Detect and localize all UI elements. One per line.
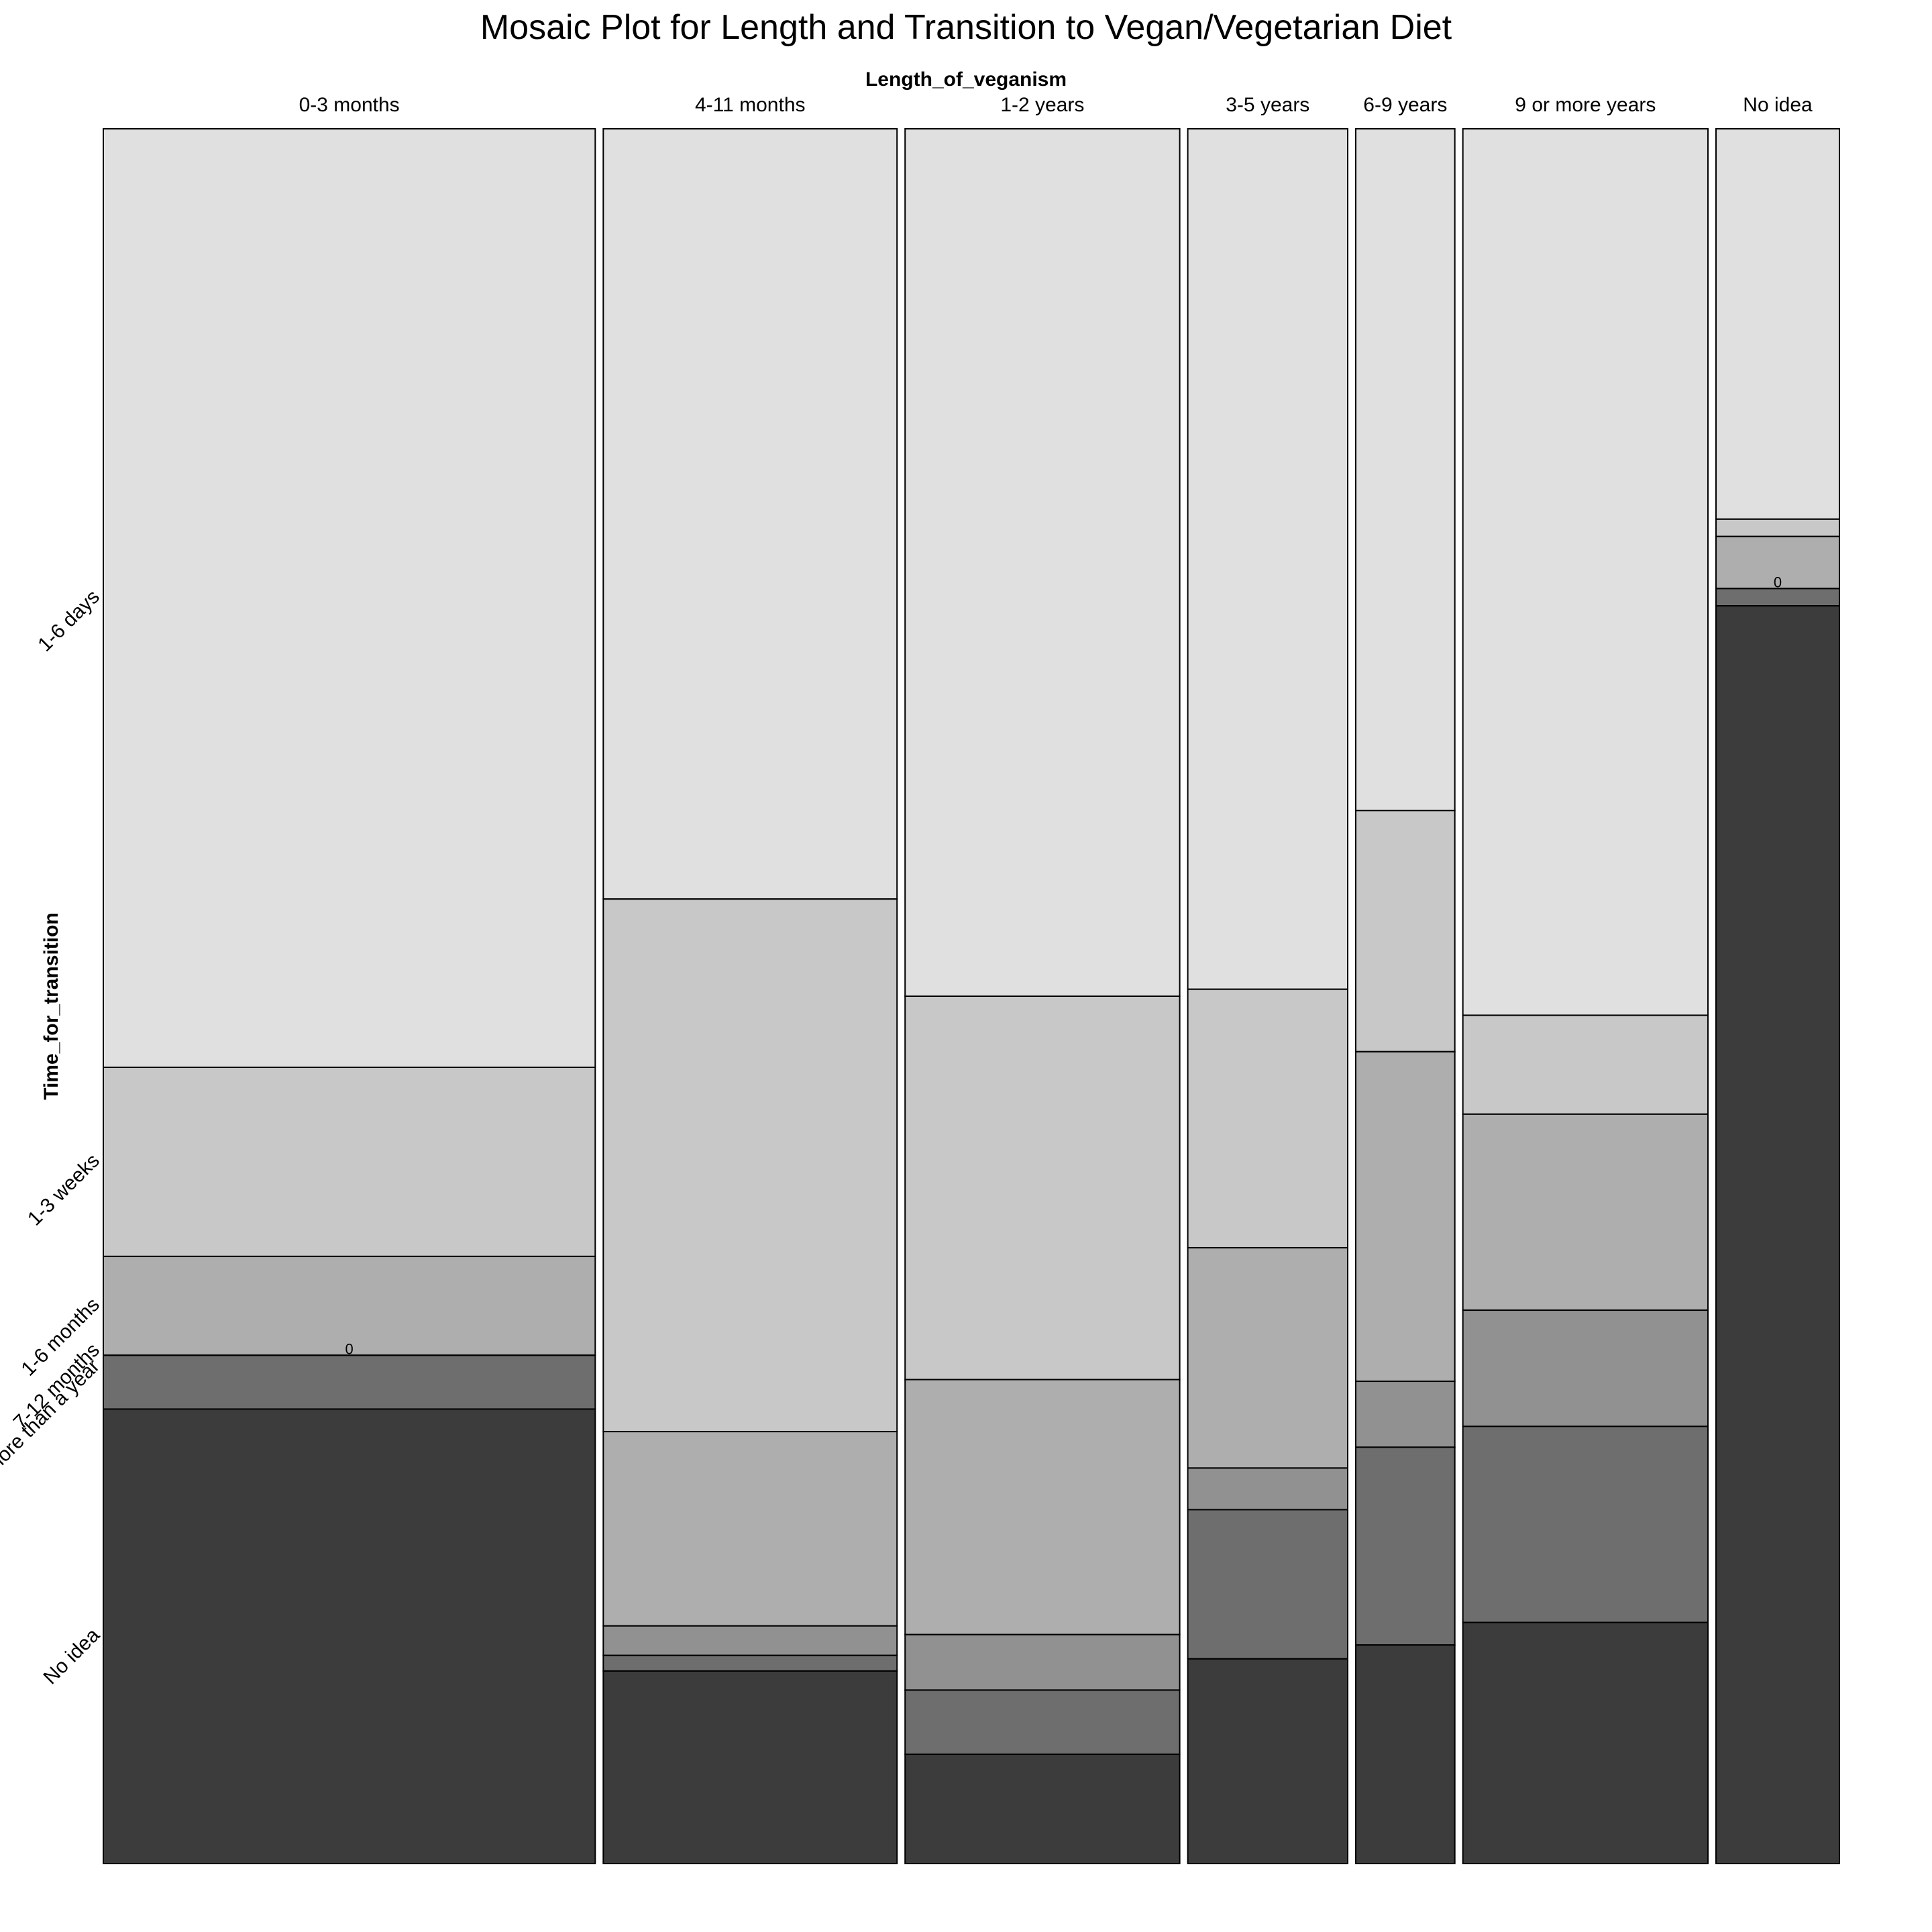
column-labels: 0-3 months 4-11 months 1-2 years 3-5 years 6… <box>299 94 1813 116</box>
column-label-4-11-months: 4-11 months <box>695 94 806 116</box>
column-label-3-5-years: 3-5 years <box>1226 94 1309 116</box>
cell-4-11-months-1-6-months <box>602 1431 898 1627</box>
cell-3-5-years-1-6-days <box>1187 128 1348 990</box>
cell-0-3-months-1-3-weeks <box>103 1067 596 1257</box>
row-label-1-6-days: 1-6 days <box>34 586 104 656</box>
cell-6-9-years-7-12-months <box>1354 1381 1456 1448</box>
cell-no-idea-1-3-weeks <box>1715 518 1841 537</box>
cell-3-5-years-no-idea <box>1187 1658 1348 1865</box>
column-label-no-idea: No idea <box>1743 94 1813 116</box>
cell-9-or-more-years-no-idea <box>1462 1621 1709 1865</box>
cell-4-11-months-more-than-a-year <box>602 1654 898 1672</box>
cell-4-11-months-1-3-weeks <box>602 898 898 1433</box>
row-label-1-3-weeks: 1-3 weeks <box>23 1150 104 1230</box>
column-label-1-2-years: 1-2 years <box>1000 94 1084 116</box>
zero-markers: 00 <box>103 574 1839 1357</box>
mosaic-cells <box>103 128 1841 1865</box>
cell-4-11-months-no-idea <box>602 1670 898 1864</box>
cell-4-11-months-7-12-months <box>602 1625 898 1656</box>
cell-3-5-years-more-than-a-year <box>1187 1509 1348 1660</box>
cell-6-9-years-1-6-months <box>1354 1051 1456 1383</box>
cell-4-11-months-1-6-days <box>602 128 898 900</box>
column-label-9-or-more-years: 9 or more years <box>1515 94 1656 116</box>
cell-no-idea-no-idea <box>1715 605 1841 1864</box>
cell-9-or-more-years-1-6-months <box>1462 1113 1709 1311</box>
zero-marker-no-idea-7-12-months: 0 <box>1774 574 1782 590</box>
column-label-6-9-years: 6-9 years <box>1363 94 1447 116</box>
cell-1-2-years-7-12-months <box>904 1633 1181 1691</box>
cell-1-2-years-no-idea <box>904 1754 1181 1865</box>
cell-0-3-months-more-than-a-year <box>103 1354 596 1410</box>
cell-9-or-more-years-1-3-weeks <box>1462 1014 1709 1115</box>
row-label-no-idea: No idea <box>39 1624 104 1689</box>
cell-9-or-more-years-7-12-months <box>1462 1309 1709 1428</box>
cell-3-5-years-1-3-weeks <box>1187 988 1348 1248</box>
y-axis-title: Time_for_transition <box>40 912 62 1100</box>
x-axis-title: Length_of_veganism <box>865 68 1067 91</box>
cell-3-5-years-7-12-months <box>1187 1467 1348 1511</box>
cell-1-2-years-1-6-months <box>904 1379 1181 1635</box>
cell-no-idea-1-6-days <box>1715 128 1841 520</box>
column-label-0-3-months: 0-3 months <box>299 94 400 116</box>
cell-1-2-years-1-6-days <box>904 128 1181 997</box>
cell-0-3-months-1-6-months <box>103 1255 596 1356</box>
cell-no-idea-more-than-a-year <box>1715 588 1841 607</box>
zero-marker-0-3-months-7-12-months: 0 <box>345 1340 354 1357</box>
cell-6-9-years-no-idea <box>1354 1644 1456 1864</box>
cell-6-9-years-1-6-days <box>1354 128 1456 812</box>
chart-title: Mosaic Plot for Length and Transition to… <box>480 8 1452 47</box>
cell-6-9-years-more-than-a-year <box>1354 1446 1456 1646</box>
cell-1-2-years-more-than-a-year <box>904 1689 1181 1756</box>
cell-1-2-years-1-3-weeks <box>904 996 1181 1381</box>
cell-6-9-years-1-3-weeks <box>1354 810 1456 1053</box>
cell-9-or-more-years-more-than-a-year <box>1462 1426 1709 1623</box>
cell-no-idea-1-6-months <box>1715 535 1841 590</box>
cell-0-3-months-no-idea <box>103 1408 596 1864</box>
cell-0-3-months-1-6-days <box>103 128 596 1069</box>
cell-3-5-years-1-6-months <box>1187 1246 1348 1469</box>
cell-9-or-more-years-1-6-days <box>1462 128 1709 1016</box>
